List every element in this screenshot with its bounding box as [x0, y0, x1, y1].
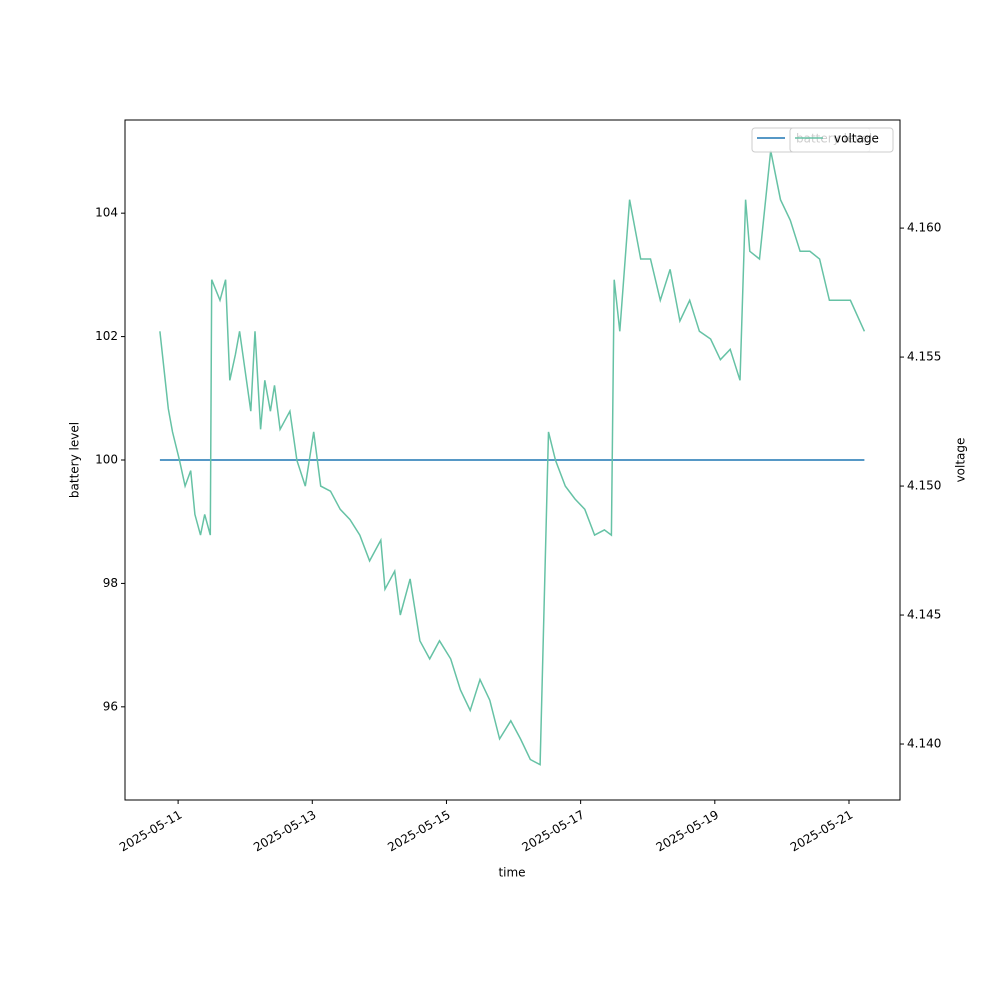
y-tick-label: 100	[95, 453, 118, 467]
y-axis-label: battery level	[68, 422, 82, 498]
y2-tick-label: 4.140	[907, 737, 941, 751]
y-tick-label: 104	[95, 206, 118, 220]
y2-tick-label: 4.150	[907, 479, 941, 493]
y-tick-label: 96	[103, 699, 118, 713]
x-tick-label: 2025-05-19	[654, 808, 721, 855]
x-axis-label: time	[498, 866, 525, 880]
y2-tick-label: 4.155	[907, 350, 941, 364]
y2-tick-label: 4.145	[907, 608, 941, 622]
legend-box	[789, 127, 894, 153]
y-tick-label: 102	[95, 329, 118, 343]
series-line	[159, 150, 866, 766]
legend-label: voltage	[834, 132, 879, 146]
plot-frame	[124, 119, 901, 801]
legend: voltage	[789, 127, 894, 153]
x-tick-label: 2025-05-21	[788, 808, 855, 855]
x-tick-label: 2025-05-17	[519, 808, 586, 855]
y-tick-label: 98	[103, 576, 118, 590]
y2-axis-label: voltage	[954, 438, 968, 483]
x-tick-label: 2025-05-13	[251, 808, 318, 855]
y2-tick-label: 4.160	[907, 221, 941, 235]
x-tick-label: 2025-05-15	[385, 808, 452, 855]
x-tick-label: 2025-05-11	[117, 808, 184, 855]
